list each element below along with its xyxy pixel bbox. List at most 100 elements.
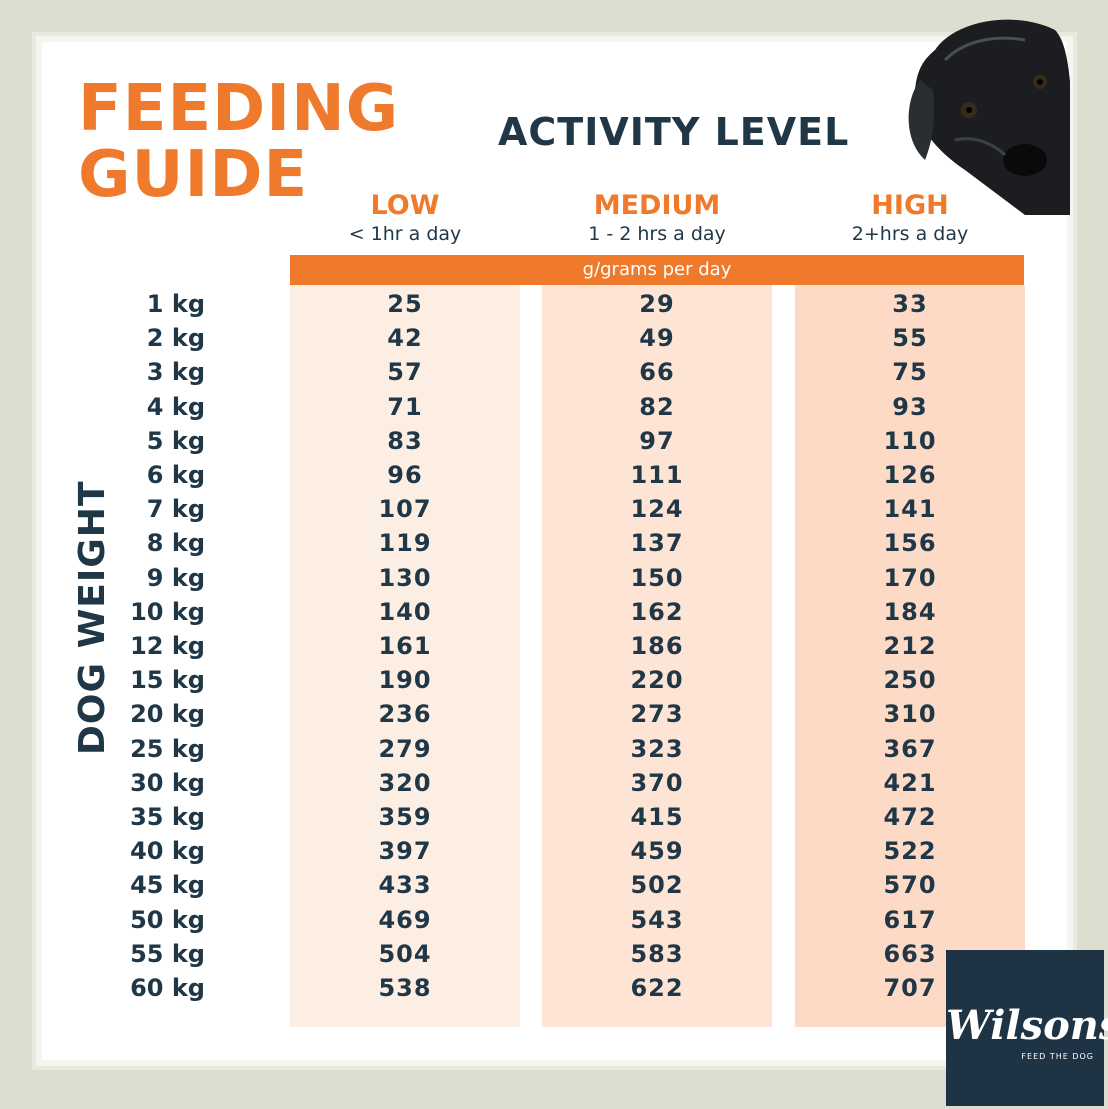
weight-label: 8 kg <box>146 529 205 558</box>
grams-value: 55 <box>892 324 928 353</box>
table-row: 12 kg 161 186 212 <box>0 629 1108 663</box>
grams-value: 273 <box>630 700 684 729</box>
weight-label: 55 kg <box>130 939 205 968</box>
grams-value: 707 <box>883 974 937 1002</box>
weight-label: 30 kg <box>130 768 205 797</box>
table-row: 35 kg 359 415 472 <box>0 800 1108 834</box>
weight-label: 10 kg <box>130 597 205 626</box>
grams-value: 415 <box>630 803 684 831</box>
table-row: 7 kg 107 124 141 <box>0 492 1108 526</box>
weight-label: 9 kg <box>146 563 205 592</box>
column-detail: 1 - 2 hrs a day <box>588 223 726 245</box>
weight-label: 20 kg <box>130 700 205 729</box>
grams-value: 236 <box>378 700 432 729</box>
grams-value: 190 <box>378 666 432 695</box>
dog-illustration-icon <box>908 19 1070 215</box>
grams-value: 137 <box>630 529 684 558</box>
grams-value: 504 <box>378 939 432 968</box>
weight-label: 12 kg <box>130 632 205 660</box>
grams-value: 126 <box>883 461 937 489</box>
grams-value: 140 <box>378 597 432 626</box>
grams-value: 150 <box>630 563 684 592</box>
column-background-medium <box>542 285 772 1027</box>
grams-value: 212 <box>883 632 937 660</box>
weight-label: 45 kg <box>130 871 205 900</box>
table-row: 60 kg 538 622 707 <box>0 971 1108 1005</box>
column-name: HIGH <box>871 190 949 221</box>
table-row: 5 kg 83 97 110 <box>0 424 1108 458</box>
grams-value: 184 <box>883 597 937 626</box>
column-header-high: HIGH 2+hrs a day <box>795 190 1025 246</box>
weight-label: 15 kg <box>130 666 205 695</box>
grams-value: 57 <box>387 358 423 387</box>
column-background-low <box>290 285 520 1027</box>
grams-value: 66 <box>639 358 675 387</box>
grams-value: 93 <box>892 392 928 421</box>
grams-value: 33 <box>892 290 928 318</box>
page-title: FEEDING GUIDE <box>78 76 399 208</box>
weight-label: 25 kg <box>130 734 205 763</box>
grams-value: 279 <box>378 734 432 763</box>
weight-label: 2 kg <box>146 324 205 353</box>
grams-value: 170 <box>883 563 937 592</box>
table-row: 25 kg 279 323 367 <box>0 732 1108 766</box>
activity-level-heading: ACTIVITY LEVEL <box>498 110 850 154</box>
grams-value: 310 <box>883 700 937 729</box>
column-detail: 2+hrs a day <box>851 223 969 245</box>
weight-label: 4 kg <box>146 392 205 421</box>
table-row: 15 kg 190 220 250 <box>0 663 1108 697</box>
grams-value: 110 <box>883 426 937 455</box>
grams-value: 370 <box>630 768 684 797</box>
grams-value: 250 <box>883 666 937 695</box>
grams-value: 367 <box>883 734 937 763</box>
table-row: 1 kg 25 29 33 <box>0 287 1108 321</box>
grams-value: 96 <box>387 461 423 489</box>
column-name: LOW <box>370 190 440 221</box>
title-line-1: FEEDING <box>78 72 400 146</box>
grams-value: 71 <box>387 392 423 421</box>
grams-value: 130 <box>378 563 432 592</box>
table-row: 3 kg 57 66 75 <box>0 355 1108 389</box>
weight-label: 35 kg <box>130 803 205 831</box>
title-line-2: GUIDE <box>78 138 309 212</box>
grams-value: 186 <box>630 632 684 660</box>
grams-value: 459 <box>630 837 684 866</box>
column-name: MEDIUM <box>593 190 721 221</box>
column-header-medium: MEDIUM 1 - 2 hrs a day <box>542 190 772 246</box>
table-row: 8 kg 119 137 156 <box>0 526 1108 560</box>
table-row: 4 kg 71 82 93 <box>0 390 1108 424</box>
grams-value: 82 <box>639 392 675 421</box>
weight-label: 7 kg <box>146 495 205 524</box>
weight-label: 5 kg <box>146 426 205 455</box>
brand-name: Wilsons <box>946 1002 1108 1049</box>
grams-value: 124 <box>630 495 684 524</box>
table-row: 30 kg 320 370 421 <box>0 766 1108 800</box>
table-row: 10 kg 140 162 184 <box>0 595 1108 629</box>
column-detail: < 1hr a day <box>348 223 462 245</box>
grams-value: 25 <box>387 290 423 318</box>
grams-value: 617 <box>883 905 937 934</box>
table-row: 6 kg 96 111 126 <box>0 458 1108 492</box>
grams-value: 141 <box>883 495 937 524</box>
unit-band: g/grams per day <box>290 255 1024 285</box>
grams-value: 622 <box>630 974 684 1002</box>
grams-value: 538 <box>378 974 432 1002</box>
column-background-high <box>795 285 1025 1027</box>
grams-value: 83 <box>387 426 423 455</box>
table-row: 50 kg 469 543 617 <box>0 903 1108 937</box>
grams-value: 119 <box>378 529 432 558</box>
grams-value: 397 <box>378 837 432 866</box>
grams-value: 107 <box>378 495 432 524</box>
table-row: 55 kg 504 583 663 <box>0 937 1108 971</box>
grams-value: 543 <box>630 905 684 934</box>
weight-label: 60 kg <box>130 974 205 1002</box>
grams-value: 359 <box>378 803 432 831</box>
grams-value: 162 <box>630 597 684 626</box>
brand-tagline: FEED THE DOG <box>1021 1052 1094 1061</box>
grams-value: 29 <box>639 290 675 318</box>
grams-value: 502 <box>630 871 684 900</box>
brand-logo: Wilsons FEED THE DOG <box>946 950 1108 1106</box>
grams-value: 320 <box>378 768 432 797</box>
table-row: 45 kg 433 502 570 <box>0 868 1108 902</box>
grams-value: 42 <box>387 324 423 353</box>
